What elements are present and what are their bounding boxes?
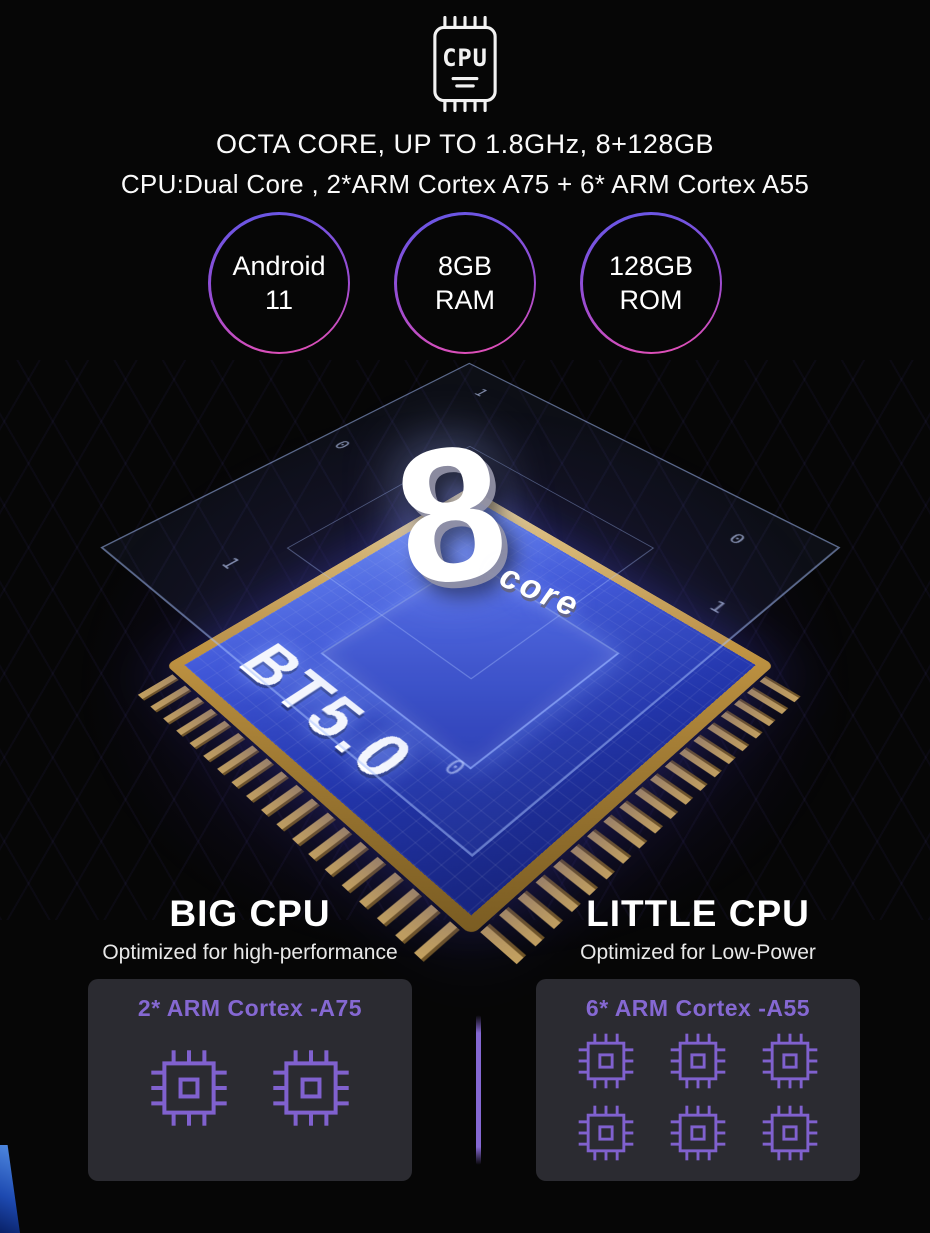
spec-badges-row: Android 11 8GB RAM 128GB ROM [0, 212, 930, 354]
binary-digit: 0 [724, 530, 750, 548]
spec-badge-ram-inner: 8GB RAM [396, 214, 534, 352]
cpu-core-icon [151, 1050, 227, 1126]
little-cpu-card-title: 6* ARM Cortex -A55 [585, 995, 811, 1021]
big-cpu-card: 2* ARM Cortex -A75 [88, 979, 412, 1181]
spec-badge-android: Android 11 [208, 212, 350, 354]
little-cpu-card: 6* ARM Cortex -A55 [536, 979, 860, 1181]
spec-rom-line1: 128GB [608, 251, 694, 281]
cpu-core-icon [578, 1105, 634, 1161]
cpu-core-icon [670, 1033, 726, 1089]
binary-digit: 1 [215, 554, 246, 573]
header: CPU OCTA CORE, UP TO 1.8GHz, 8+128GB CPU… [0, 0, 930, 200]
spec-ram-line2: RAM [435, 285, 495, 315]
spec-android-line2: 11 [264, 285, 294, 315]
big-cpu-core-icons [96, 1048, 404, 1128]
spec-badge-android-inner: Android 11 [210, 214, 348, 352]
cpu-core-icon [762, 1105, 818, 1161]
spec-ram-line1: 8GB [437, 251, 493, 281]
cpu-chip-icon: CPU [433, 15, 497, 113]
big-cpu-card-title: 2* ARM Cortex -A75 [137, 995, 363, 1021]
big-cpu-column: BIG CPU Optimized for high-performance 2… [88, 893, 412, 1181]
cpu-comparison-section: BIG CPU Optimized for high-performance 2… [0, 893, 930, 1213]
big-cpu-subtitle: Optimized for high-performance [102, 941, 398, 964]
little-cpu-subtitle: Optimized for Low-Power [580, 941, 816, 964]
headline-specs: OCTA CORE, UP TO 1.8GHz, 8+128GB [216, 129, 714, 159]
little-cpu-column: LITTLE CPU Optimized for Low-Power 6* AR… [536, 893, 860, 1181]
spec-android-line1: Android [232, 251, 326, 281]
cpu-core-icon [578, 1033, 634, 1089]
little-cpu-core-icons [544, 1032, 852, 1162]
binary-digit: 0 [437, 754, 472, 781]
cpu-core-icon [670, 1105, 726, 1161]
column-divider [476, 1015, 481, 1165]
spec-badge-rom-inner: 128GB ROM [582, 214, 720, 352]
headline-cpu-config: CPU:Dual Core , 2*ARM Cortex A75 + 6* AR… [120, 169, 810, 199]
spec-badge-ram: 8GB RAM [394, 212, 536, 354]
octa-core-chip-render: BT5.0 1 0 0 1 1 0 8 core [0, 360, 930, 965]
cpu-core-icon [762, 1033, 818, 1089]
spec-badge-rom: 128GB ROM [580, 212, 722, 354]
cpu-core-icon [273, 1050, 349, 1126]
binary-digit: 1 [704, 597, 732, 617]
binary-digit: 1 [469, 386, 493, 399]
big-cpu-title: BIG CPU [169, 893, 331, 934]
cpu-icon-label: CPU [442, 44, 488, 72]
spec-rom-line2: ROM [619, 285, 683, 315]
binary-digit: 0 [329, 438, 355, 452]
little-cpu-title: LITTLE CPU [586, 893, 810, 934]
